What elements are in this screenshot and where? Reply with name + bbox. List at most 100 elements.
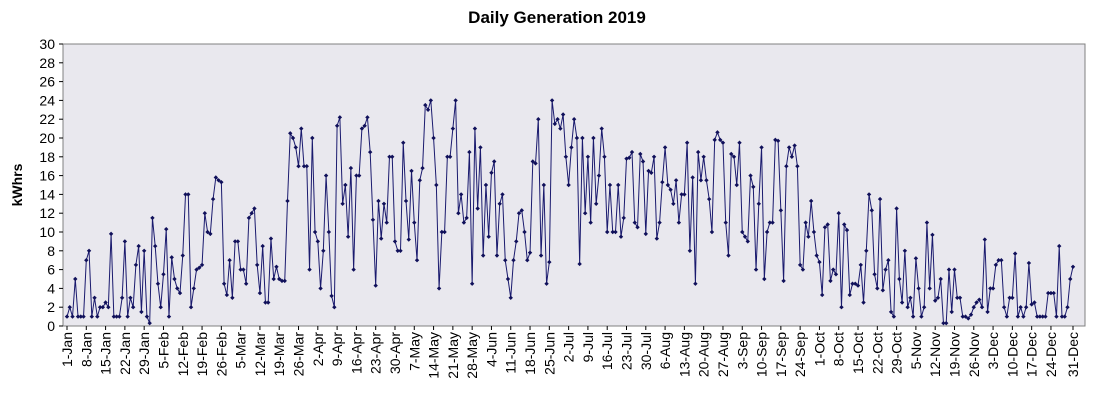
- data-point: [585, 154, 591, 159]
- data-point: [334, 123, 340, 128]
- data-point: [731, 154, 737, 159]
- data-point: [106, 305, 111, 310]
- data-point: [1001, 305, 1007, 310]
- data-point: [910, 314, 916, 319]
- data-point: [246, 215, 252, 221]
- y-tick-label: 30: [39, 36, 55, 52]
- data-point: [897, 276, 902, 282]
- data-point: [599, 126, 604, 131]
- data-point: [814, 253, 819, 258]
- data-point: [379, 236, 384, 241]
- data-point: [348, 165, 354, 171]
- x-tick-label: 25-Jun: [541, 332, 557, 375]
- data-point: [932, 298, 938, 303]
- data-point: [784, 164, 789, 169]
- data-point: [188, 305, 194, 310]
- data-point: [467, 149, 472, 155]
- data-point: [988, 286, 993, 291]
- data-point: [230, 295, 235, 300]
- x-tick-label: 17-Dec: [1024, 332, 1040, 377]
- data-point: [811, 229, 817, 235]
- data-point: [232, 239, 238, 244]
- data-point: [381, 201, 387, 206]
- data-point: [158, 305, 163, 310]
- data-point: [323, 173, 329, 178]
- data-point: [1051, 290, 1056, 296]
- x-tick-label: 15-Oct: [850, 332, 866, 374]
- data-point: [817, 259, 822, 265]
- data-point: [155, 281, 161, 286]
- data-point: [180, 253, 185, 258]
- data-point: [266, 300, 271, 305]
- data-point: [593, 201, 599, 206]
- data-point: [392, 239, 398, 244]
- y-axis-label: kWhrs: [9, 163, 25, 206]
- data-point: [921, 305, 927, 310]
- x-tick-label: 26-Nov: [966, 332, 982, 377]
- data-point: [938, 276, 943, 282]
- data-point: [643, 231, 648, 237]
- data-point: [613, 229, 618, 235]
- data-point: [530, 159, 535, 164]
- data-point: [955, 295, 960, 300]
- data-point: [558, 126, 563, 131]
- data-point: [177, 290, 183, 296]
- plot-area: [62, 43, 1086, 327]
- data-point: [941, 320, 946, 326]
- y-tick-label: 24: [39, 92, 55, 108]
- data-point: [872, 272, 877, 277]
- data-point: [356, 173, 362, 178]
- data-point: [277, 276, 282, 282]
- data-point: [293, 145, 298, 150]
- y-tick-label: 22: [39, 111, 55, 127]
- x-tick-label: 29-Oct: [889, 332, 905, 374]
- data-point: [982, 237, 988, 242]
- data-point: [706, 196, 712, 202]
- data-point: [97, 305, 103, 310]
- data-point: [420, 165, 425, 171]
- data-point: [996, 258, 1001, 263]
- data-point: [445, 154, 450, 159]
- data-point: [395, 248, 400, 253]
- data-point: [944, 320, 949, 326]
- data-point: [866, 192, 872, 197]
- data-point: [136, 243, 141, 249]
- data-point: [208, 231, 213, 237]
- data-point: [693, 281, 698, 286]
- data-point: [505, 276, 511, 282]
- data-point: [238, 267, 243, 272]
- data-point: [720, 140, 726, 145]
- data-point: [343, 182, 348, 188]
- x-tick-label: 29-Jan: [136, 332, 152, 375]
- data-point: [715, 130, 720, 135]
- data-point: [299, 126, 304, 131]
- data-point: [332, 305, 337, 310]
- data-point: [767, 220, 773, 225]
- data-point: [362, 123, 367, 128]
- data-point: [414, 258, 420, 263]
- y-tick-label: 10: [39, 224, 55, 240]
- data-point: [949, 309, 954, 315]
- data-point: [574, 135, 580, 141]
- data-point: [227, 258, 232, 263]
- data-point: [775, 138, 781, 144]
- x-tick-label: 12-Feb: [175, 332, 191, 377]
- data-point: [92, 295, 97, 300]
- data-point: [886, 258, 891, 263]
- data-point: [908, 295, 913, 300]
- data-point: [894, 206, 899, 211]
- data-point: [86, 248, 92, 253]
- data-point: [166, 314, 172, 319]
- x-tick-label: 12-Nov: [927, 332, 943, 377]
- data-point: [67, 305, 72, 310]
- data-point: [387, 154, 392, 159]
- x-tick-label: 30-Apr: [387, 332, 403, 374]
- data-point: [370, 217, 376, 222]
- data-point: [919, 314, 924, 319]
- data-point: [1034, 314, 1040, 319]
- data-point: [326, 229, 332, 235]
- data-point: [971, 305, 976, 310]
- data-point: [538, 253, 544, 258]
- data-point: [500, 192, 505, 197]
